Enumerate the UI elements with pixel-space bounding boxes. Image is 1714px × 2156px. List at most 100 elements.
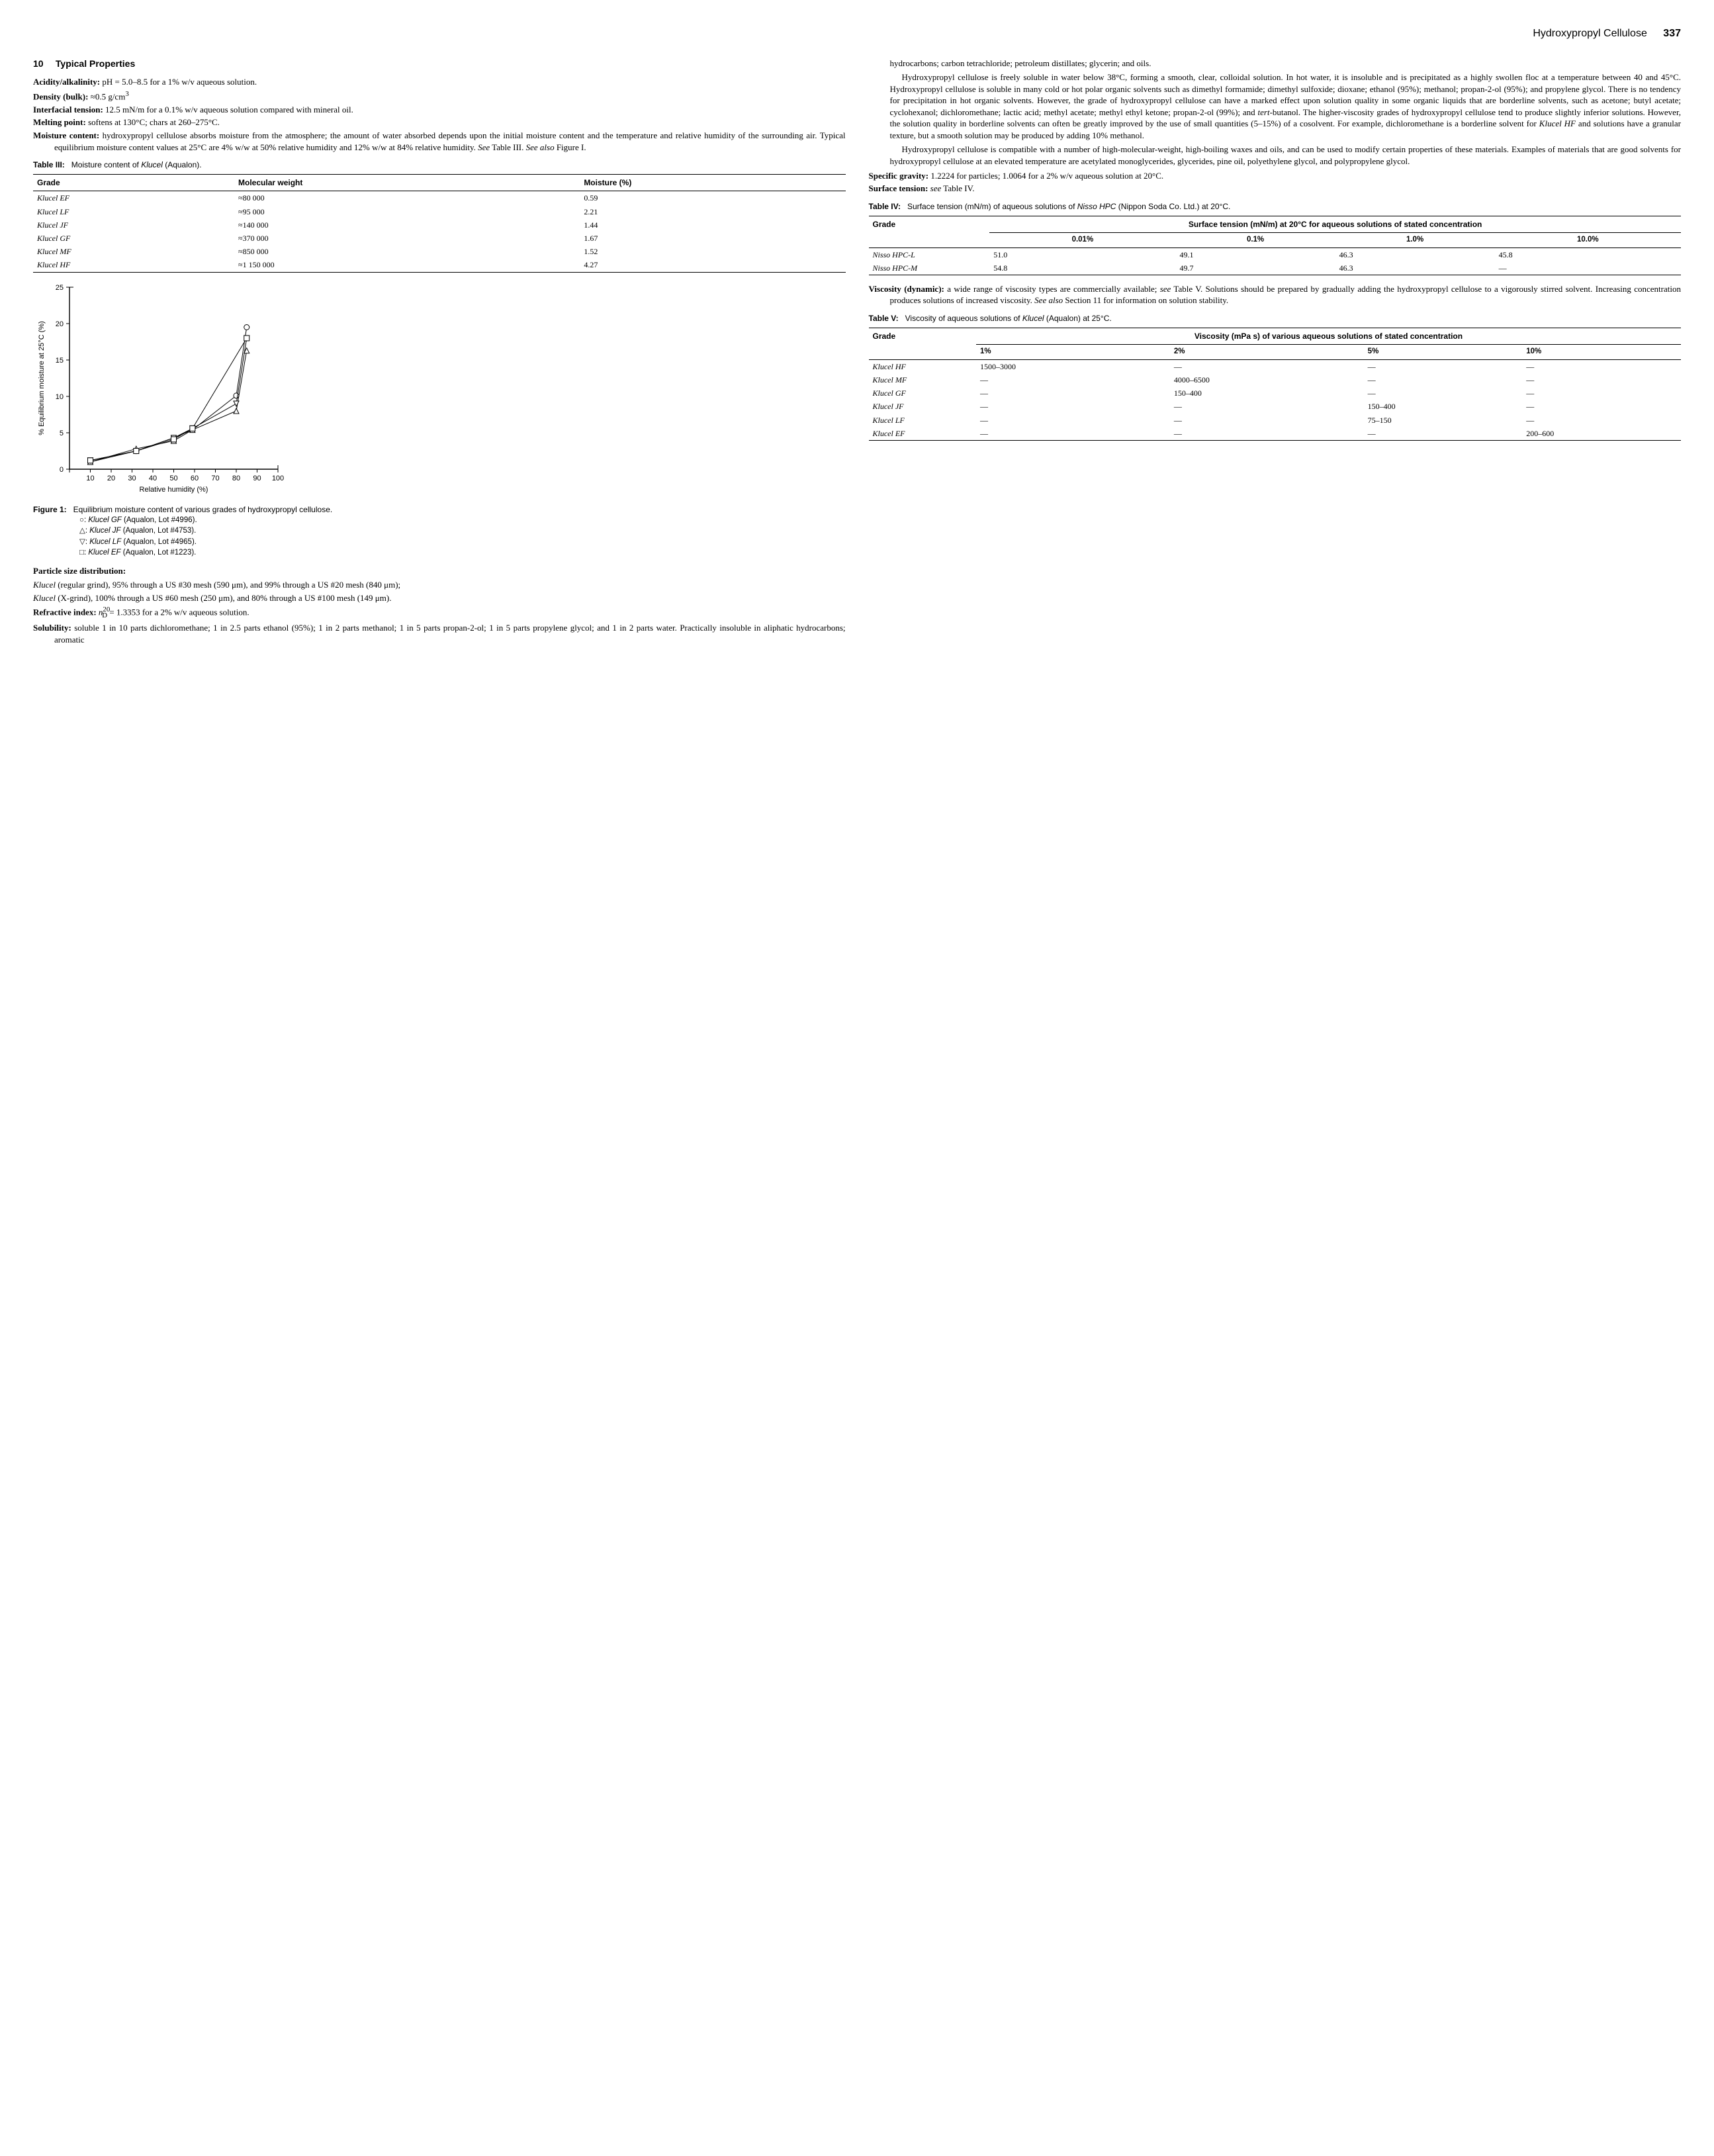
t5r: — (1522, 414, 1681, 427)
t4r: Nisso HPC-M (869, 261, 990, 275)
solubility-cont3: Hydroxypropyl cellulose is compatible wi… (869, 144, 1682, 167)
prop-refractive: Refractive index: n20D = 1.3353 for a 2%… (33, 605, 846, 621)
solubility-cont1: hydrocarbons; carbon tetrachloride; petr… (869, 58, 1682, 69)
svg-text:20: 20 (56, 320, 64, 328)
t5r: — (1364, 359, 1523, 373)
t4s: 0.01% (989, 232, 1175, 247)
section-heading: 10 Typical Properties (33, 58, 846, 70)
t3r: 0.59 (580, 191, 845, 205)
t5r: 150–400 (1364, 400, 1523, 413)
t5r: — (976, 400, 1170, 413)
t5r: 4000–6500 (1170, 373, 1364, 386)
t5r: 75–150 (1364, 414, 1523, 427)
t4r: 45.8 (1495, 247, 1681, 261)
legend-item: ▽: Klucel LF (Aqualon, Lot #4965). (79, 537, 846, 548)
section-number: 10 (33, 58, 53, 70)
t5r: — (976, 414, 1170, 427)
page-number: 337 (1663, 28, 1681, 39)
t5r: — (1522, 373, 1681, 386)
table4: Grade Surface tension (mN/m) at 20°C for… (869, 216, 1682, 275)
t3r: Klucel LF (33, 205, 234, 218)
prop-melting: Melting point: softens at 130°C; chars a… (33, 116, 846, 128)
t4-label: Table IV: (869, 202, 901, 211)
t3r: ≈370 000 (234, 232, 580, 245)
t4r: 46.3 (1335, 247, 1495, 261)
particle-label: Particle size distribution: (33, 565, 846, 577)
left-column: 10 Typical Properties Acidity/alkalinity… (33, 58, 846, 647)
prop-density: Density (bulk): ≈0.5 g/cm3 (33, 89, 846, 103)
right-column: hydrocarbons; carbon tetrachloride; petr… (869, 58, 1682, 647)
t5r: 1500–3000 (976, 359, 1170, 373)
t3-col2: Moisture (%) (580, 175, 845, 191)
svg-text:% Equilibrium moisture at 25°C: % Equilibrium moisture at 25°C (%) (38, 321, 46, 435)
t3r: Klucel MF (33, 245, 234, 258)
t5-label: Table V: (869, 314, 899, 323)
page-header: Hydroxypropyl Cellulose 337 (33, 26, 1681, 41)
t5s: 5% (1364, 345, 1523, 360)
t4s: 10.0% (1495, 232, 1681, 247)
solubility-label: Solubility: (33, 623, 71, 633)
svg-text:10: 10 (86, 474, 94, 482)
table5-caption: Table V: Viscosity of aqueous solutions … (869, 313, 1682, 324)
table3-label: Table III: (33, 160, 65, 169)
t5h1: Grade (869, 328, 976, 360)
svg-text:20: 20 (107, 474, 115, 482)
solubility-cont2: Hydroxypropyl cellulose is freely solubl… (869, 71, 1682, 141)
prop-sg: Specific gravity: 1.2224 for particles; … (869, 170, 1682, 182)
t5r: 200–600 (1522, 427, 1681, 441)
svg-text:15: 15 (56, 357, 64, 365)
t5r: — (1364, 373, 1523, 386)
solubility-body: soluble 1 in 10 parts dichloromethane; 1… (54, 623, 846, 645)
prop-moisture: Moisture content: hydroxypropyl cellulos… (33, 130, 846, 153)
t5r: Klucel JF (869, 400, 976, 413)
t3r: 1.52 (580, 245, 845, 258)
t4r: 51.0 (989, 247, 1175, 261)
t3r: Klucel GF (33, 232, 234, 245)
svg-text:5: 5 (60, 429, 64, 437)
fig1-label: Figure 1: (33, 504, 67, 515)
svg-text:Relative humidity (%): Relative humidity (%) (140, 486, 208, 494)
t3r: 4.27 (580, 258, 845, 272)
t5r: — (1170, 427, 1364, 441)
t5s: 1% (976, 345, 1170, 360)
t3r: ≈95 000 (234, 205, 580, 218)
t3r: ≈850 000 (234, 245, 580, 258)
legend-item: ○: Klucel GF (Aqualon, Lot #4996). (79, 516, 846, 526)
svg-text:60: 60 (191, 474, 199, 482)
table5: Grade Viscosity (mPa s) of various aqueo… (869, 328, 1682, 441)
t5r: — (1522, 359, 1681, 373)
table4-caption: Table IV: Surface tension (mN/m) of aque… (869, 201, 1682, 212)
svg-text:25: 25 (56, 284, 64, 292)
svg-text:0: 0 (60, 466, 64, 474)
t3-col1: Molecular weight (234, 175, 580, 191)
t5r: Klucel MF (869, 373, 976, 386)
t5r: — (1364, 386, 1523, 400)
t3r: 2.21 (580, 205, 845, 218)
t5r: — (976, 427, 1170, 441)
t3-col0: Grade (33, 175, 234, 191)
t5h2: Viscosity (mPa s) of various aqueous sol… (976, 328, 1681, 345)
t4s: 1.0% (1335, 232, 1495, 247)
prop-viscosity: Viscosity (dynamic): a wide range of vis… (869, 283, 1682, 306)
table3: Grade Molecular weight Moisture (%) Kluc… (33, 174, 846, 272)
t3r: ≈80 000 (234, 191, 580, 205)
figure1-caption: Figure 1: Equilibrium moisture content o… (33, 504, 846, 515)
t4h2: Surface tension (mN/m) at 20°C for aqueo… (989, 216, 1681, 232)
t4r: Nisso HPC-L (869, 247, 990, 261)
particle-label-text: Particle size distribution: (33, 566, 126, 576)
t4r: 49.7 (1176, 261, 1335, 275)
fig1-text: Equilibrium moisture content of various … (73, 504, 846, 515)
t4r: 54.8 (989, 261, 1175, 275)
t5r: — (1522, 400, 1681, 413)
t3r: ≈1 150 000 (234, 258, 580, 272)
prop-st: Surface tension: see Table IV. (869, 183, 1682, 195)
svg-text:40: 40 (149, 474, 157, 482)
svg-text:80: 80 (232, 474, 240, 482)
t5s: 10% (1522, 345, 1681, 360)
t5r: Klucel GF (869, 386, 976, 400)
visc-label: Viscosity (dynamic): (869, 284, 944, 294)
t4h1: Grade (869, 216, 990, 247)
t3r: ≈140 000 (234, 218, 580, 232)
t3r: Klucel HF (33, 258, 234, 272)
t5r: — (1170, 400, 1364, 413)
